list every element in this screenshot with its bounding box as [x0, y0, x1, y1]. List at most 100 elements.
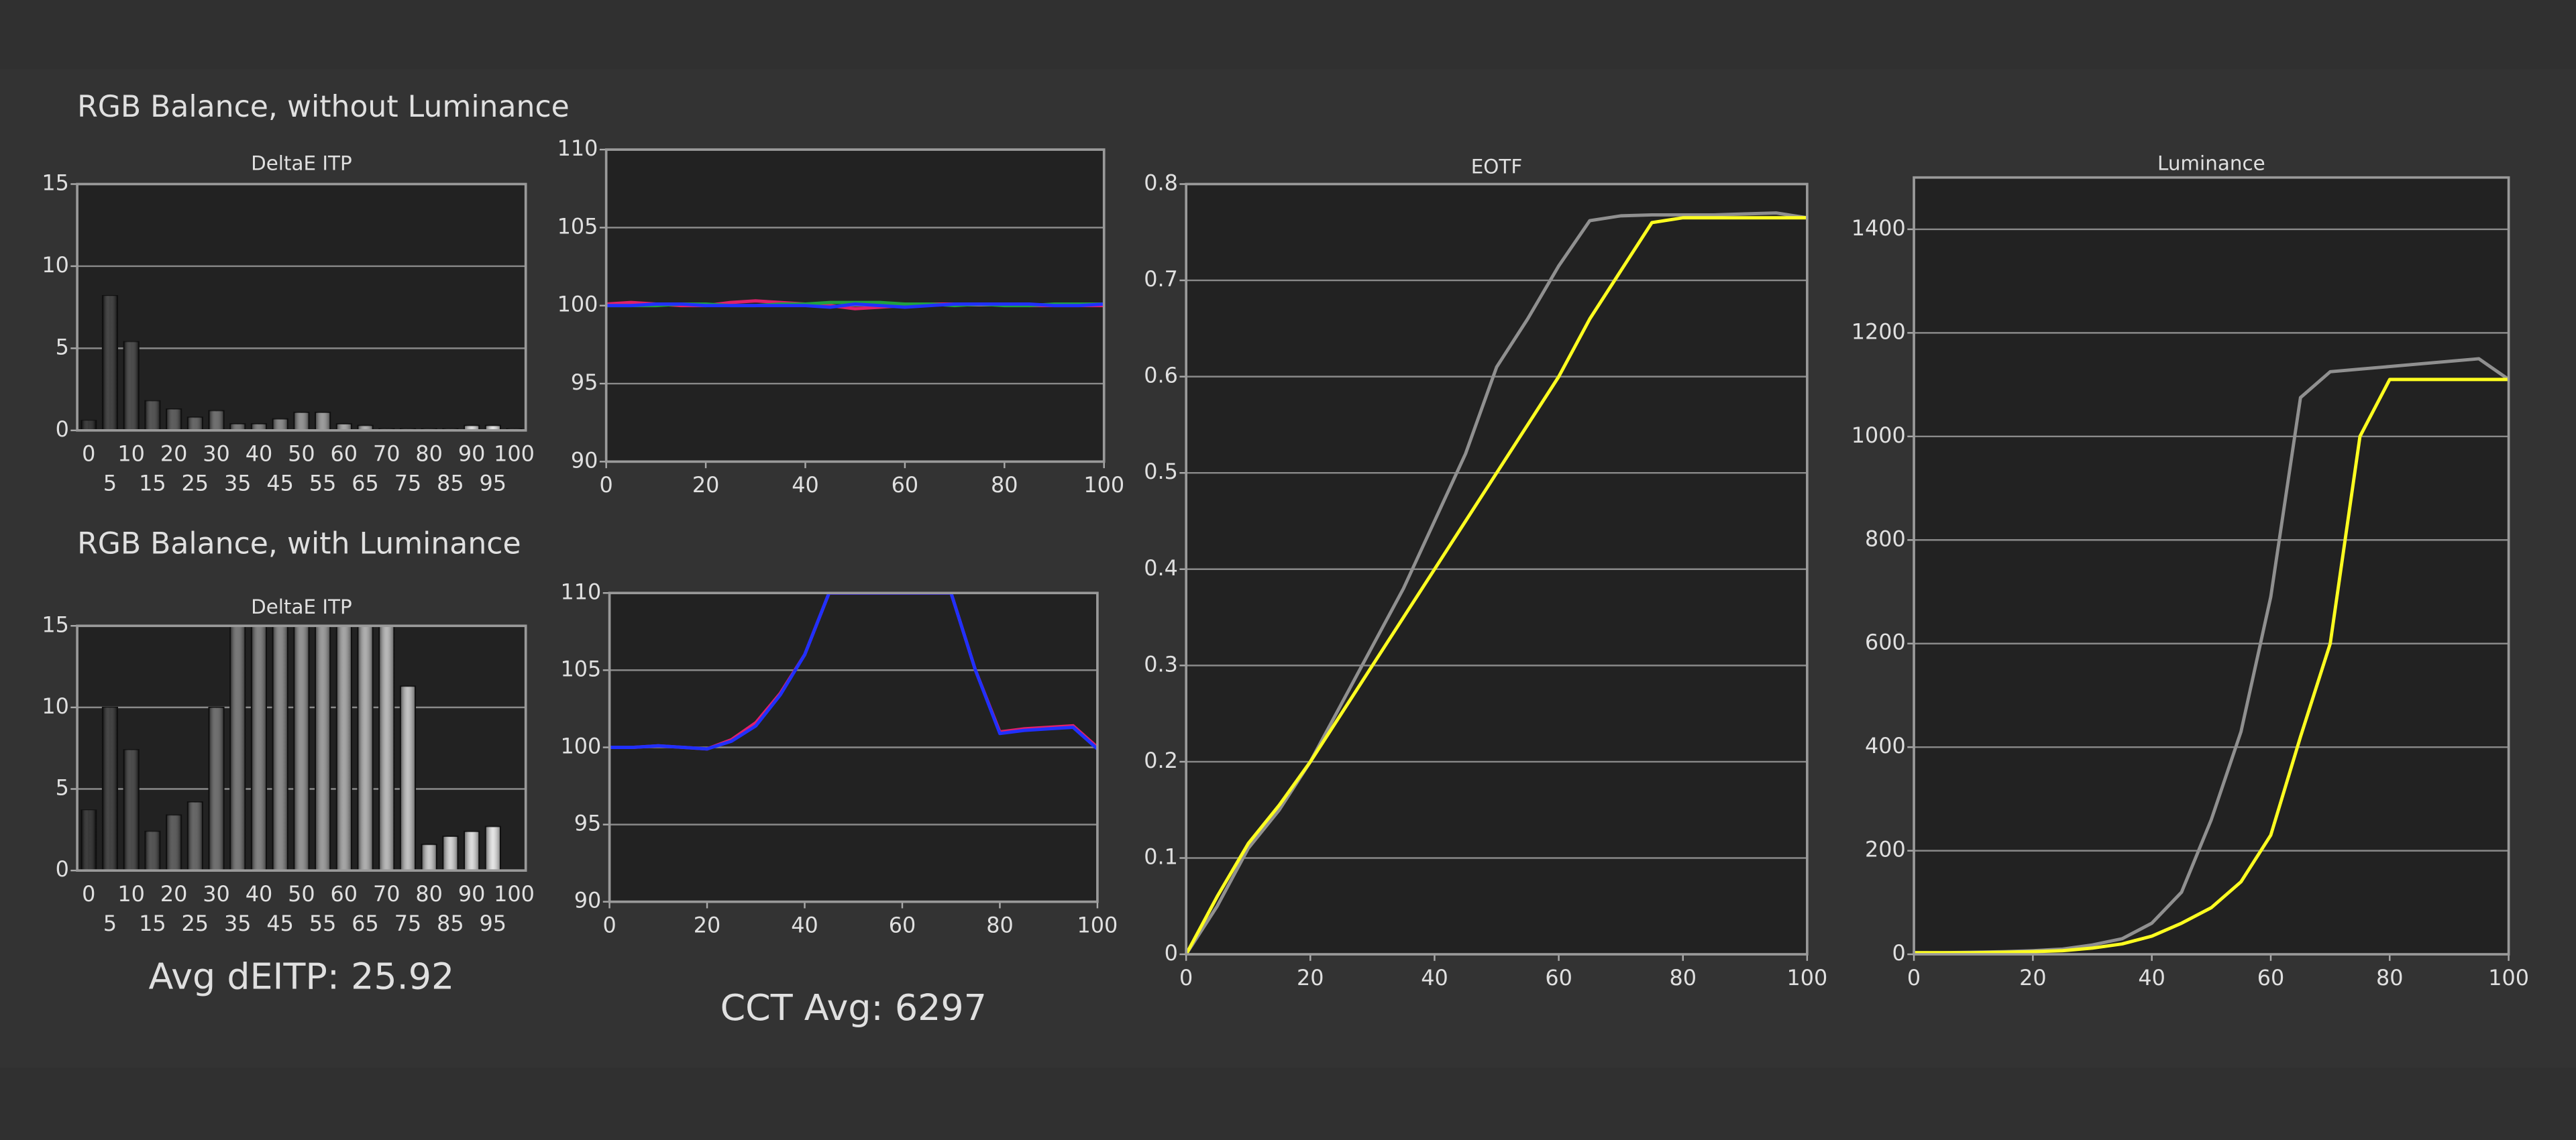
y-tick-label: 15	[42, 612, 69, 637]
line-series	[1186, 216, 1807, 955]
x-tick-label: 75	[394, 471, 422, 496]
bar-shade	[358, 626, 373, 871]
x-tick-label: 85	[437, 471, 464, 496]
bar-shade	[81, 810, 97, 871]
x-tick-label: 90	[458, 881, 486, 907]
lines	[609, 593, 1097, 751]
y-tick-label: 0.4	[1144, 555, 1178, 581]
y-tick-label: 90	[571, 447, 598, 473]
bar-shade	[187, 417, 203, 431]
x-tick-label: 0	[1179, 965, 1193, 990]
x-tick-label: 35	[224, 911, 252, 936]
x-tick-label: 20	[692, 472, 720, 498]
line-series	[609, 593, 1097, 751]
x-tick-label: 60	[2257, 965, 2285, 990]
x-tick-label: 0	[600, 472, 613, 498]
y-tick-label: 0	[1892, 940, 1906, 966]
bar-shade	[102, 707, 118, 871]
bar-shade	[294, 412, 309, 431]
x-tick-label: 30	[203, 441, 230, 467]
x-tick-label: 100	[1786, 965, 1827, 990]
x-tick-label: 65	[352, 471, 379, 496]
y-tick-label: 0.5	[1144, 459, 1178, 484]
y-tick-label: 5	[56, 334, 69, 359]
y-tick-label: 95	[571, 369, 598, 395]
x-tick-label: 40	[246, 881, 273, 907]
bar-shade	[272, 418, 288, 431]
lines	[1914, 357, 2509, 955]
bar-shade	[251, 424, 267, 431]
x-tick-label: 40	[791, 912, 818, 937]
bar-shade	[166, 409, 182, 431]
bar-shade	[251, 626, 267, 871]
line-series	[1186, 211, 1807, 955]
y-tick-label: 0.1	[1144, 844, 1178, 869]
plot-frame	[1913, 176, 2510, 956]
y-tick-label: 5	[56, 775, 69, 801]
bar-shade	[187, 801, 203, 871]
x-tick-label: 60	[331, 441, 358, 467]
chart-title: Luminance	[2157, 152, 2265, 175]
y-tick-label: 0	[1165, 940, 1178, 966]
x-tick-label: 5	[103, 471, 117, 496]
bar-shade	[315, 412, 331, 431]
x-tick-label: 70	[373, 881, 400, 907]
plot-area	[77, 184, 526, 431]
bar-shade	[209, 707, 224, 871]
x-tick-label: 100	[494, 881, 535, 907]
x-tick-label: 30	[203, 881, 230, 907]
x-tick-label: 0	[82, 441, 95, 467]
x-tick-label: 40	[792, 472, 819, 498]
bar-shade	[379, 626, 394, 871]
bar-shade	[443, 836, 458, 871]
annotation: Avg dEITP: 25.92	[148, 955, 454, 997]
x-tick-label: 0	[1907, 965, 1921, 990]
x-tick-label: 80	[415, 441, 443, 467]
y-tick-label: 110	[561, 579, 602, 604]
x-tick-label: 35	[224, 471, 252, 496]
x-tick-label: 20	[160, 441, 188, 467]
annotation: CCT Avg: 6297	[720, 986, 987, 1029]
x-tick-label: 45	[266, 911, 294, 936]
bar-shade	[123, 750, 139, 871]
bar-shade	[294, 626, 309, 871]
y-tick-label: 0.6	[1144, 363, 1178, 388]
y-tick-label: 110	[557, 135, 598, 161]
y-tick-label: 0.8	[1144, 170, 1178, 195]
x-tick-label: 80	[2376, 965, 2404, 990]
chart-title: DeltaE ITP	[251, 595, 352, 618]
y-tick-label: 95	[574, 811, 602, 836]
y-tick-label: 0.7	[1144, 266, 1178, 292]
plot-frame	[1185, 182, 1809, 956]
x-tick-label: 60	[892, 472, 919, 498]
bar-shade	[464, 831, 480, 871]
x-tick-label: 20	[2019, 965, 2047, 990]
x-tick-label: 55	[309, 911, 337, 936]
plot-frame	[608, 591, 1099, 903]
x-tick-label: 100	[1077, 912, 1118, 937]
x-tick-label: 25	[182, 911, 209, 936]
x-tick-label: 90	[458, 441, 486, 467]
plot-frame	[76, 624, 527, 872]
x-tick-label: 80	[991, 472, 1018, 498]
section-heading: RGB Balance, with Luminance	[77, 526, 521, 561]
x-tick-label: 55	[309, 471, 337, 496]
x-tick-label: 60	[331, 881, 358, 907]
bar-shade	[336, 626, 352, 871]
x-tick-label: 80	[1669, 965, 1697, 990]
plot-area	[1914, 177, 2509, 955]
bar-shade	[81, 420, 97, 431]
bar-shade	[145, 831, 160, 871]
x-tick-label: 60	[889, 912, 916, 937]
y-tick-label: 100	[561, 733, 602, 758]
bar-shade	[166, 815, 182, 871]
x-tick-label: 95	[480, 911, 507, 936]
x-tick-label: 20	[694, 912, 721, 937]
bar-shade	[485, 826, 500, 871]
section-heading: RGB Balance, without Luminance	[77, 90, 570, 124]
bar-shade	[123, 341, 139, 431]
x-tick-label: 80	[415, 881, 443, 907]
y-tick-label: 1400	[1851, 215, 1906, 241]
lines	[606, 299, 1104, 310]
y-tick-label: 600	[1865, 630, 1906, 655]
